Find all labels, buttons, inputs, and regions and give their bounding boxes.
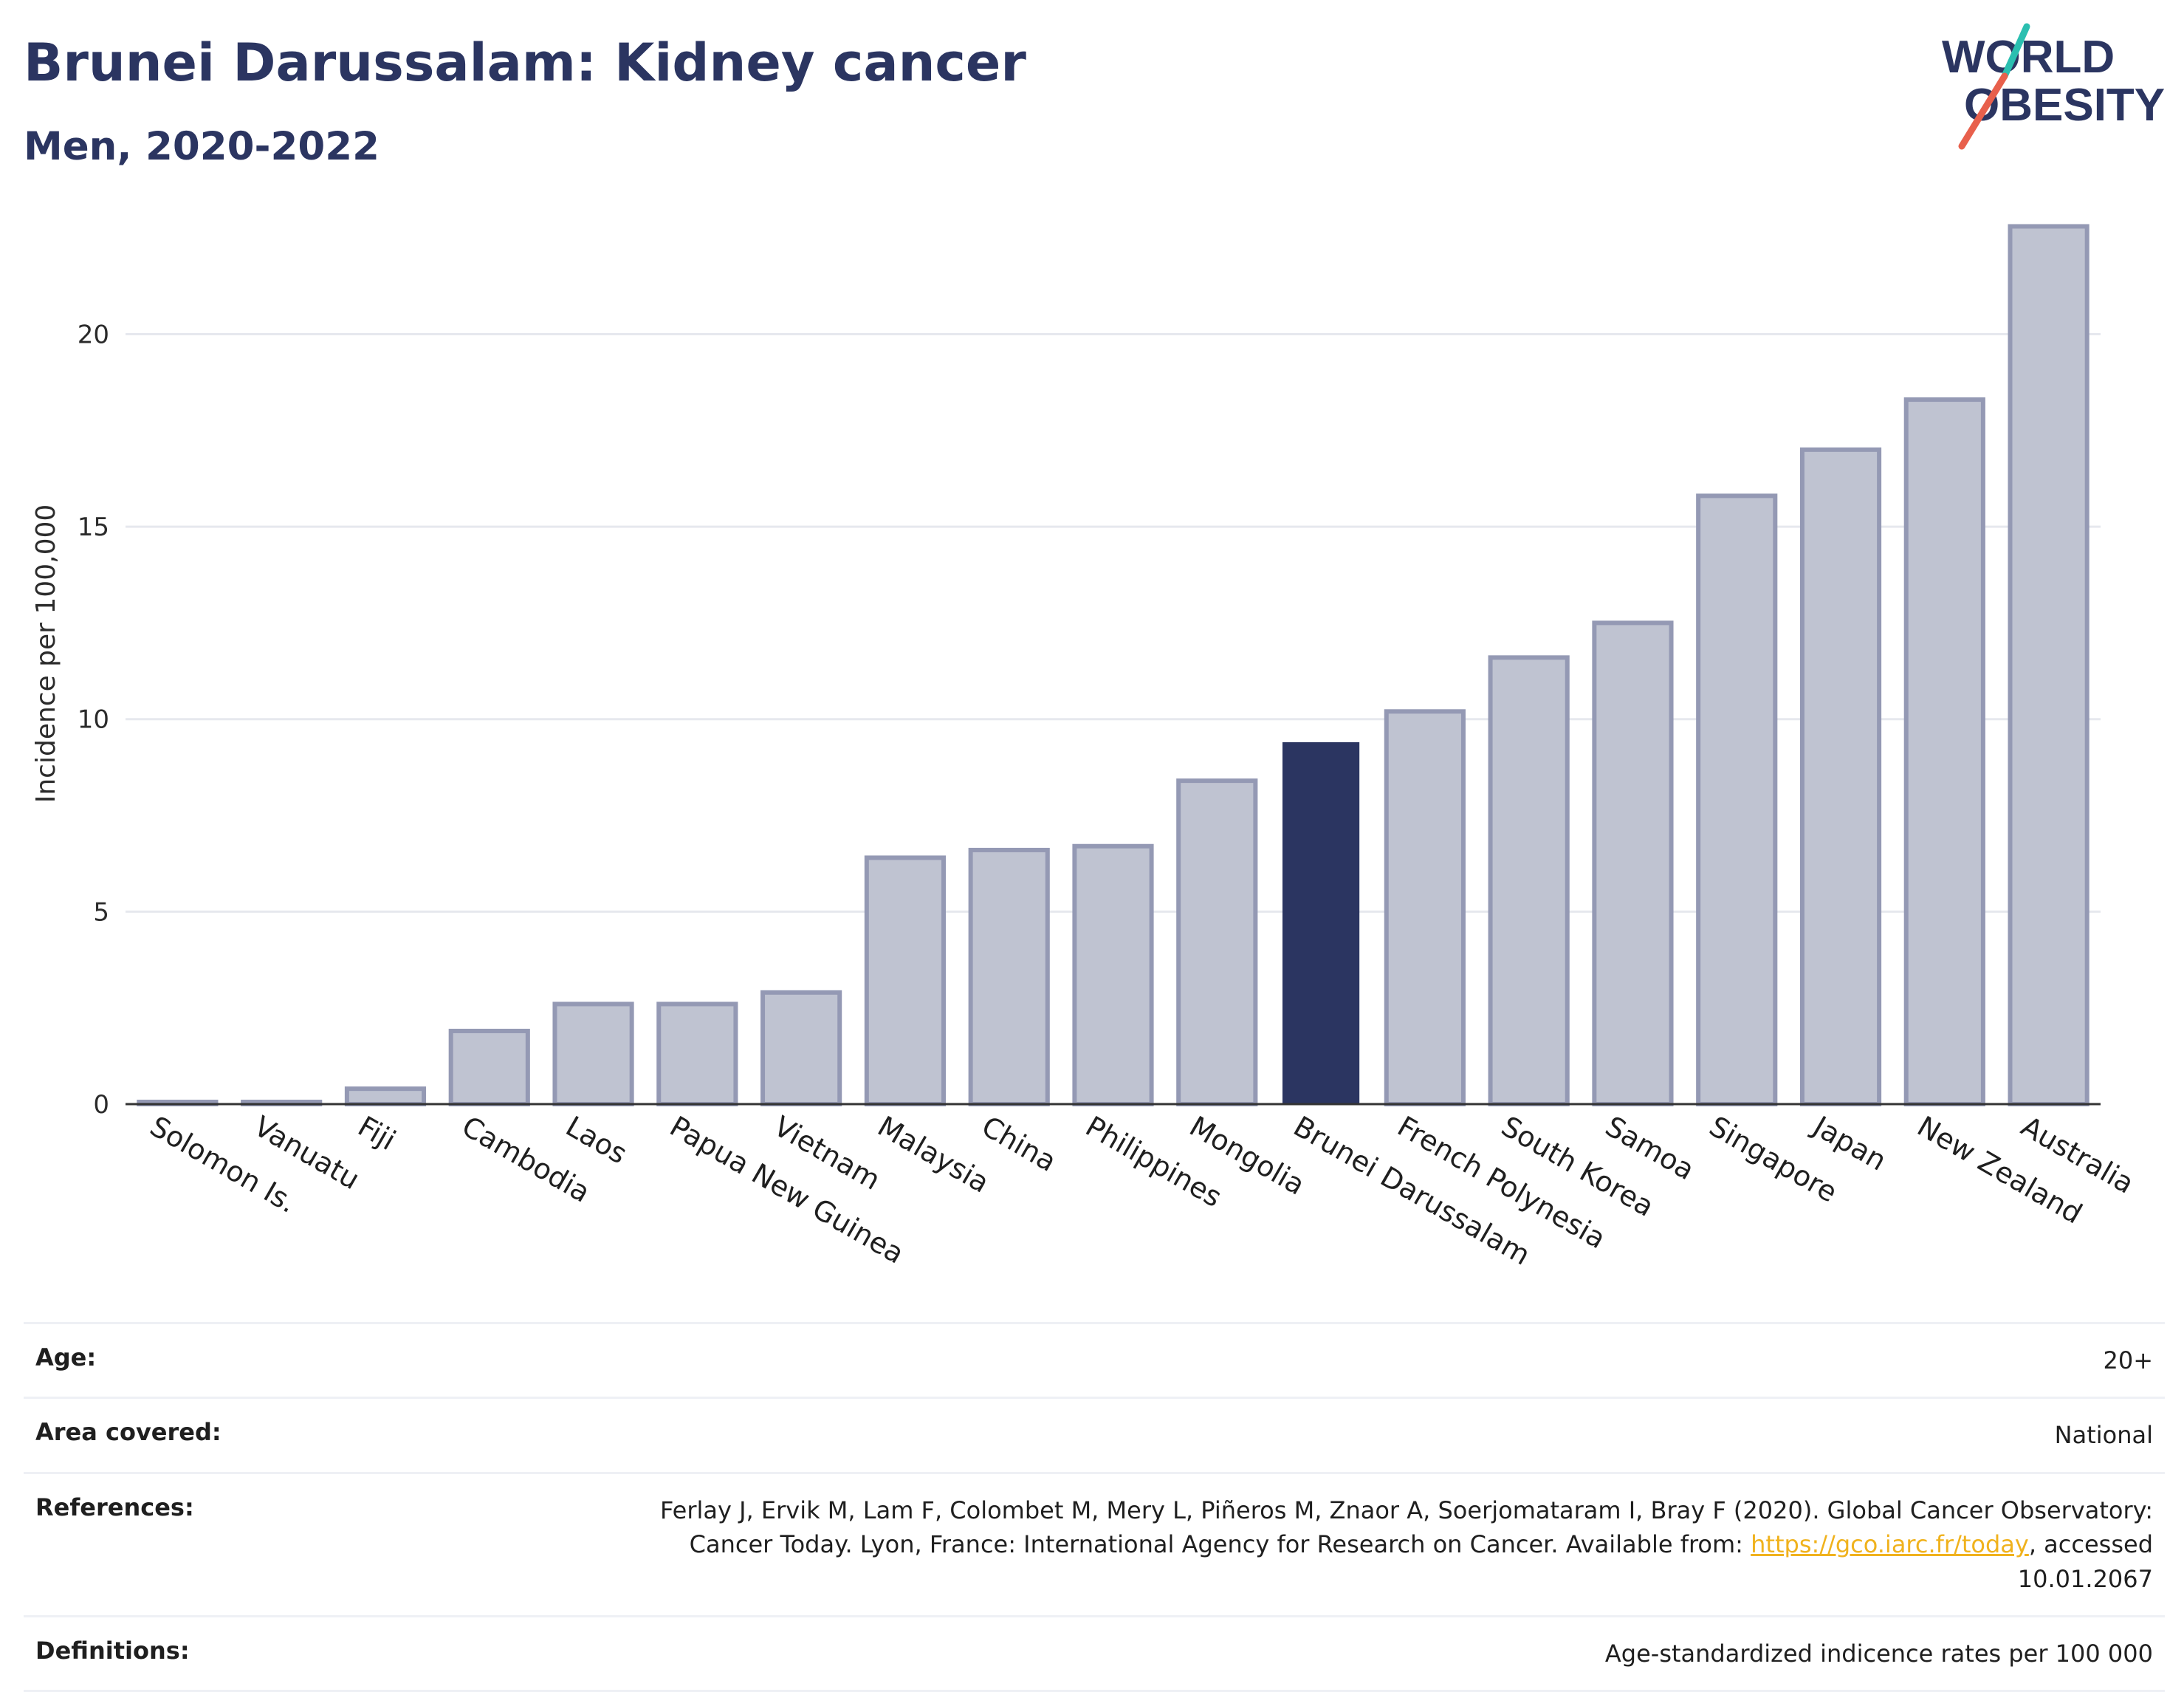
- y-tick-label: 0: [93, 1090, 109, 1120]
- info-row-area: Area covered: National: [24, 1397, 2165, 1471]
- bar: [448, 1028, 530, 1106]
- info-value: National: [2054, 1421, 2153, 1450]
- logo-word-world: WORLD: [1942, 32, 2115, 83]
- world-obesity-logo: WORLD OBESITY: [1942, 23, 2165, 150]
- bar: [1592, 620, 1674, 1106]
- reference-accessed: , accessed 10.01.2067: [2017, 1530, 2153, 1593]
- bar: [1176, 778, 1258, 1107]
- info-row-references: References: Ferlay J, Ervik M, Lam F, Co…: [24, 1471, 2165, 1615]
- x-tick-label: Fiji: [352, 1110, 401, 1157]
- info-row-definitions: Definitions: Age-standardized indicence …: [24, 1614, 2165, 1692]
- reference-link[interactable]: https://gco.iarc.fr/today: [1751, 1530, 2029, 1559]
- bar: [1072, 843, 1154, 1106]
- x-tick-label: Laos: [560, 1110, 633, 1171]
- bar: [656, 1001, 738, 1107]
- info-value: Age-standardized indicence rates per 100…: [1604, 1639, 2153, 1668]
- chart-subtitle: Men, 2020-2022: [24, 124, 380, 169]
- bar: [864, 855, 947, 1106]
- bar: [968, 847, 1050, 1106]
- bar: [760, 990, 842, 1107]
- y-tick-label: 20: [78, 320, 109, 349]
- info-table: Age: 20+ Area covered: National Referenc…: [24, 1322, 2165, 1692]
- bar: [1903, 397, 1985, 1106]
- info-value-references: Ferlay J, Ervik M, Lam F, Colombet M, Me…: [602, 1493, 2153, 1596]
- bar: [344, 1086, 427, 1106]
- bar: [1384, 709, 1466, 1106]
- y-tick-label: 5: [93, 897, 109, 927]
- info-label: Age:: [35, 1343, 97, 1371]
- info-label: References:: [35, 1493, 194, 1521]
- reference-text: Ferlay J, Ervik M, Lam F, Colombet M, Me…: [660, 1496, 2153, 1559]
- bar-highlighted: [1282, 742, 1360, 1104]
- x-tick-label: Malaysia: [872, 1110, 995, 1199]
- info-label: Area covered:: [35, 1418, 222, 1447]
- bar: [552, 1001, 634, 1107]
- info-value: 20+: [2103, 1346, 2153, 1374]
- bar: [1799, 447, 1882, 1106]
- info-row-age: Age: 20+: [24, 1322, 2165, 1397]
- logo-slash-coral: [1958, 72, 2008, 150]
- bar: [2008, 224, 2089, 1106]
- bar: [1696, 493, 1778, 1106]
- bars: [137, 224, 2089, 1107]
- logo-slash-teal: [2001, 23, 2030, 80]
- y-axis-label: Incidence per 100,000: [31, 504, 61, 804]
- y-tick-label: 10: [78, 705, 109, 735]
- info-label: Definitions:: [35, 1636, 190, 1665]
- chart-title: Brunei Darussalam: Kidney cancer: [24, 32, 1026, 93]
- y-tick-label: 15: [78, 513, 109, 542]
- bar: [1488, 655, 1570, 1106]
